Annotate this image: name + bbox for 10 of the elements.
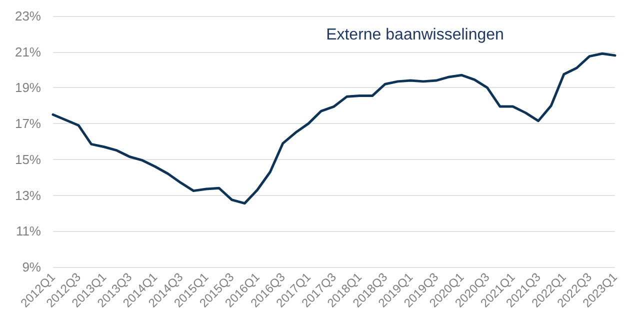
y-tick-label: 19% — [14, 80, 42, 96]
y-tick-label: 15% — [14, 152, 42, 167]
y-tick-label: 21% — [14, 44, 42, 60]
y-tick-label: 17% — [14, 116, 42, 132]
line-series — [52, 52, 616, 205]
y-tick-label: 13% — [14, 188, 42, 203]
text: Externe baanwisselingen — [326, 26, 504, 44]
y-tick-label: 23% — [14, 8, 42, 24]
y-tick-label: 9% — [22, 260, 42, 274]
y-tick-label: 11% — [16, 224, 42, 239]
